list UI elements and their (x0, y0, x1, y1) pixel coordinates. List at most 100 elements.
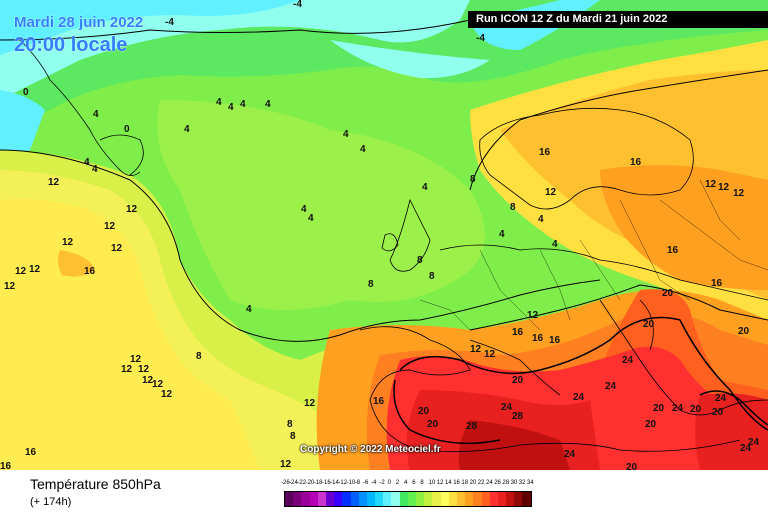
isotherm-label: 12 (126, 204, 138, 215)
legend-tick: -10 (346, 480, 356, 486)
isotherm-label: 20 (418, 406, 430, 417)
isotherm-label: 8 (470, 174, 476, 185)
isotherm-label: 4 (84, 157, 90, 168)
isotherm-label: 20 (427, 419, 439, 430)
legend-tick: 16 (453, 480, 460, 486)
isotherm-label: 16 (532, 333, 544, 344)
legend-swatch (317, 492, 326, 506)
isotherm-label: 12 (4, 281, 16, 292)
legend-swatch (325, 492, 335, 506)
legend-tick: 4 (404, 480, 408, 486)
isotherm-label: 24 (564, 449, 576, 460)
legend-swatch (465, 492, 474, 506)
legend-swatch (514, 492, 523, 506)
legend-tick: -8 (354, 480, 361, 486)
run-info: Run ICON 12 Z du Mardi 21 juin 2022 (468, 11, 768, 28)
isotherm-label: 12 (484, 349, 496, 360)
legend-swatch (497, 492, 507, 506)
isotherm-label: -4 (165, 17, 174, 28)
isotherm-label: 12 (470, 344, 482, 355)
isotherm-label: 16 (549, 335, 561, 346)
isotherm-label: 20 (626, 462, 638, 471)
isotherm-label: 16 (0, 461, 12, 471)
isotherm-label: 24 (672, 403, 684, 414)
isotherm-label: 24 (740, 443, 752, 454)
legend-swatch (432, 492, 441, 506)
legend-tick: -20 (305, 480, 315, 486)
isotherm-label: 4 (216, 97, 222, 108)
legend-swatch (375, 492, 384, 506)
isotherm-label: 12 (545, 187, 557, 198)
legend-swatch (383, 492, 392, 506)
isotherm-label: 12 (15, 266, 27, 277)
isotherm-label: 0 (23, 87, 29, 98)
isotherm-label: 8 (417, 255, 423, 266)
legend-tick: 0 (387, 480, 391, 486)
isotherm-label: 24 (748, 437, 760, 448)
isotherm-label: 16 (25, 447, 37, 458)
legend-swatch (506, 492, 515, 506)
footer: Température 850hPa (+ 174h) -26 -24 -22 -20… (0, 470, 768, 512)
legend-tick: 32 (518, 480, 526, 486)
legend-swatch (334, 492, 343, 506)
isotherm-label: 12 (142, 375, 154, 386)
isotherm-label: 8 (196, 351, 202, 362)
isotherm-label: 8 (287, 419, 293, 430)
isotherm-label: 4 (422, 182, 428, 193)
legend-tick: -4 (371, 480, 377, 486)
isotherm-label: 16 (84, 266, 96, 277)
isotherm-label: 16 (539, 147, 551, 158)
forecast-time: 20:00 locale (14, 34, 128, 56)
isotherm-label: 16 (711, 278, 723, 289)
isotherm-label: 20 (712, 407, 724, 418)
isotherm-label: 8 (510, 202, 516, 213)
isotherm-label: 12 (280, 459, 292, 470)
isotherm-label: 4 (538, 214, 544, 225)
isotherm-label: 12 (527, 310, 539, 321)
legend-swatch (309, 492, 318, 506)
legend-tick: 24 (486, 480, 493, 486)
legend-swatch (358, 492, 367, 506)
isotherm-label: 4 (93, 109, 99, 120)
isotherm-label: 24 (622, 355, 634, 366)
legend-swatch (448, 492, 457, 506)
isotherm-label: 20 (512, 375, 524, 386)
isotherm-label: 4 (240, 99, 246, 110)
isotherm-label: 12 (304, 398, 316, 409)
isotherm-label: 4 (301, 204, 307, 215)
legend-tick: -24 (289, 480, 298, 486)
forecast-date: Mardi 28 juin 2022 (14, 14, 144, 31)
isotherm-label: 8 (290, 431, 296, 442)
legend-tick: 10 (428, 480, 436, 486)
isotherm-label: 24 (501, 402, 513, 413)
map-background (0, 0, 768, 470)
legend-tick: -18 (313, 480, 323, 486)
isotherm-label: 12 (104, 221, 116, 232)
isotherm-label: 20 (690, 404, 702, 415)
temperature-map: -4 -4 -4 0 0 4 4 4 4 4 4 4 4 4 4 4 4 4 4 4 4 4 8 8 8 8 8 8 8 8 12 12 12 1… (0, 0, 768, 470)
isotherm-label: 12 (161, 389, 173, 400)
isotherm-label: -4 (293, 0, 302, 10)
isotherm-label: 4 (265, 99, 271, 110)
legend-swatch (293, 492, 302, 506)
legend-tick: -22 (297, 480, 307, 486)
legend-swatch (407, 492, 416, 506)
legend-swatches (284, 491, 532, 507)
isotherm-label: 16 (373, 396, 385, 407)
isotherm-label: 4 (308, 213, 314, 224)
isotherm-label: 16 (630, 157, 642, 168)
isotherm-label: 24 (573, 392, 585, 403)
isotherm-label: 4 (228, 102, 234, 113)
isotherm-label: 20 (738, 326, 750, 337)
isotherm-label: 12 (152, 379, 164, 390)
isotherm-label: 12 (121, 364, 133, 375)
legend-swatch (399, 492, 408, 506)
legend-tick: 20 (469, 480, 477, 486)
legend-tick: 8 (420, 480, 424, 486)
legend-tick: 22 (477, 480, 485, 486)
legend-tick: -2 (379, 480, 385, 486)
isotherm-label: 28 (466, 421, 478, 432)
legend-swatch (473, 492, 482, 506)
legend-tick: -14 (330, 480, 339, 486)
legend-tick: 34 (527, 480, 534, 486)
